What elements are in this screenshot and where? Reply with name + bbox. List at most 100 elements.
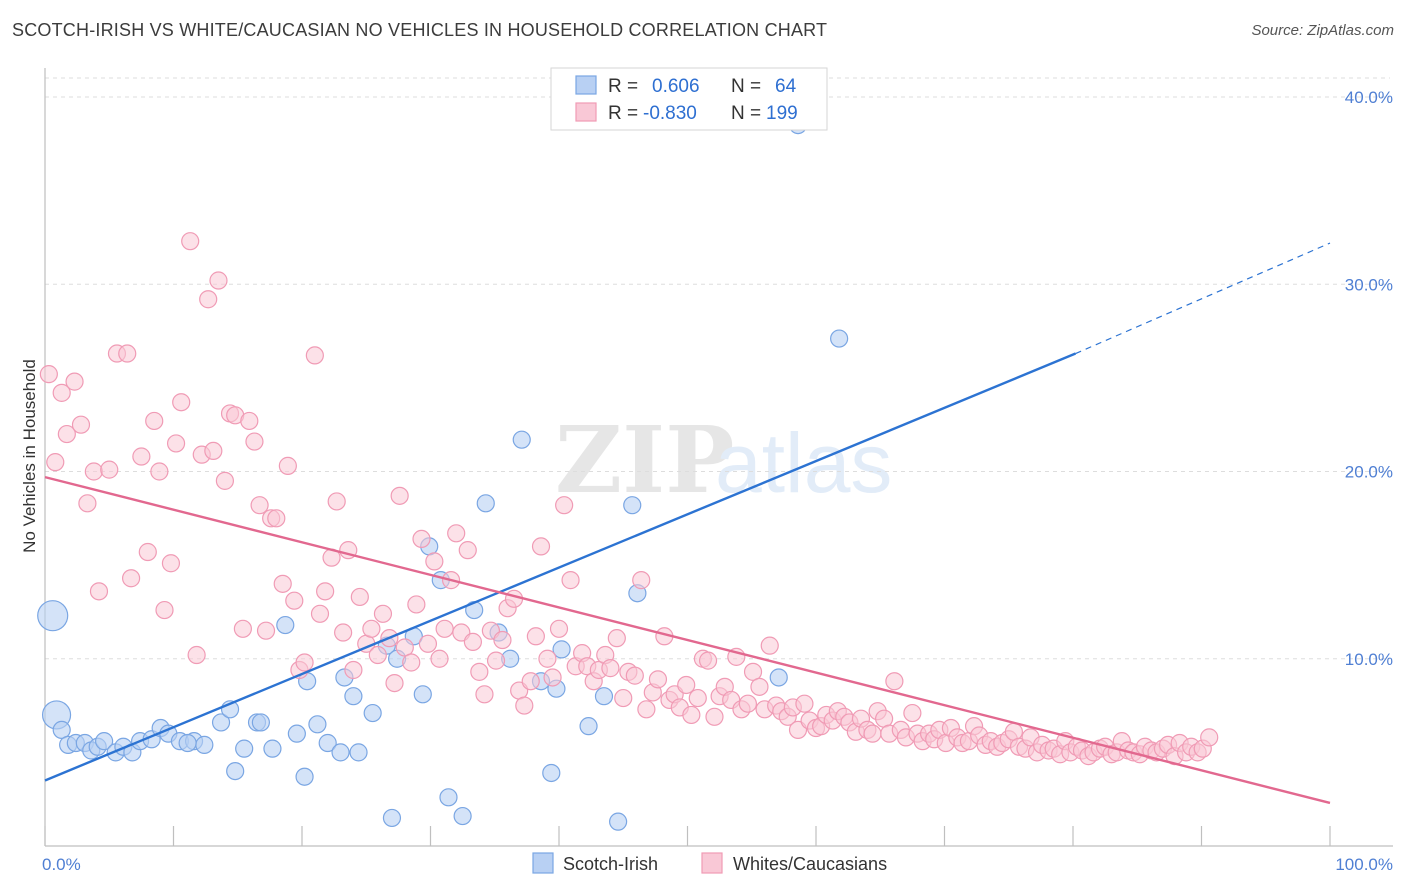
white-caucasian-point bbox=[430, 649, 449, 668]
correlation-legend: R = 0.606 N = 64 R = -0.830 N = 199 bbox=[550, 67, 828, 131]
scotch-irish-point bbox=[542, 763, 561, 783]
white-caucasian-point bbox=[344, 660, 363, 680]
scotch-irish-points bbox=[37, 115, 849, 831]
white-caucasian-points bbox=[39, 232, 1219, 766]
watermark: ZIP atlas bbox=[555, 406, 892, 514]
white-caucasian-point bbox=[1200, 728, 1219, 747]
white-caucasian-point bbox=[677, 675, 696, 695]
white-caucasian-point bbox=[515, 696, 534, 715]
white-caucasian-point bbox=[250, 496, 269, 515]
white-caucasian-point bbox=[538, 649, 557, 668]
white-caucasian-point bbox=[412, 529, 431, 549]
white-caucasian-point bbox=[402, 653, 421, 672]
white-caucasian-point bbox=[209, 271, 228, 290]
scotch-irish-point bbox=[623, 496, 642, 515]
white-caucasian-point bbox=[310, 604, 330, 623]
white-caucasian-point bbox=[385, 673, 404, 693]
white-caucasian-point bbox=[150, 462, 169, 481]
white-caucasian-point bbox=[373, 604, 393, 623]
white-caucasian-point bbox=[885, 672, 904, 691]
legend-r-label-2: R = bbox=[608, 103, 638, 124]
scotch-irish-point bbox=[349, 743, 368, 762]
white-caucasian-point bbox=[614, 688, 633, 708]
scotch-irish-point bbox=[476, 494, 495, 513]
white-caucasian-point bbox=[435, 619, 454, 638]
scotch-irish-point bbox=[226, 761, 245, 781]
white-caucasian-point bbox=[750, 677, 769, 696]
white-caucasian-point bbox=[362, 619, 381, 638]
watermark-zip: ZIP bbox=[555, 406, 734, 514]
white-caucasian-point bbox=[632, 571, 651, 590]
white-caucasian-point bbox=[903, 703, 922, 723]
white-caucasian-point bbox=[118, 344, 137, 363]
grid-lines bbox=[45, 77, 1390, 660]
scotch-irish-point bbox=[37, 600, 69, 632]
white-caucasian-point bbox=[138, 542, 157, 562]
white-caucasian-trend-line bbox=[44, 475, 1331, 805]
white-caucasian-point bbox=[305, 346, 324, 365]
y-tick-label: 10.0% bbox=[1345, 650, 1393, 669]
white-caucasian-point bbox=[648, 670, 668, 689]
white-caucasian-point bbox=[350, 587, 369, 607]
scotch-irish-point bbox=[211, 713, 231, 732]
white-caucasian-point bbox=[637, 700, 656, 719]
white-caucasian-point bbox=[368, 645, 387, 665]
bottom-legend-label-white: Whites/Caucasians bbox=[733, 854, 887, 874]
scotch-irish-trend-line bbox=[44, 352, 1077, 782]
legend-box bbox=[550, 67, 828, 131]
white-caucasian-point bbox=[187, 645, 206, 665]
scotch-irish-point bbox=[609, 812, 628, 831]
scotch-irish-point bbox=[295, 767, 314, 786]
white-caucasian-point bbox=[278, 456, 297, 475]
scotch-irish-point bbox=[552, 640, 571, 659]
white-caucasian-point bbox=[705, 707, 724, 726]
bottom-legend-swatch-scotch bbox=[532, 852, 554, 874]
white-caucasian-point bbox=[738, 694, 757, 713]
white-caucasian-point bbox=[89, 582, 109, 601]
y-axis-title: No Vehicles in Household bbox=[20, 359, 39, 553]
white-caucasian-point bbox=[795, 694, 814, 713]
white-caucasian-point bbox=[458, 541, 477, 560]
white-caucasian-point bbox=[161, 554, 181, 573]
scotch-irish-point bbox=[52, 720, 71, 740]
white-caucasian-point bbox=[52, 383, 71, 402]
white-caucasian-point bbox=[601, 659, 620, 678]
scotch-irish-point bbox=[318, 733, 337, 753]
scotch-irish-point bbox=[178, 733, 197, 753]
white-caucasian-point bbox=[549, 619, 569, 638]
legend-r-value-2: -0.830 bbox=[643, 103, 697, 124]
white-caucasian-point bbox=[543, 668, 562, 687]
chart-title: SCOTCH-IRISH VS WHITE/CAUCASIAN NO VEHIC… bbox=[12, 20, 828, 40]
white-caucasian-point bbox=[682, 705, 701, 725]
white-caucasian-point bbox=[204, 441, 223, 461]
x-tick-label-max: 100.0% bbox=[1335, 855, 1393, 874]
white-caucasian-point bbox=[475, 685, 494, 704]
scotch-irish-point bbox=[413, 685, 432, 704]
y-tick-label: 20.0% bbox=[1345, 463, 1393, 482]
white-caucasian-point bbox=[390, 486, 409, 505]
scotch-irish-point bbox=[331, 743, 350, 762]
white-caucasian-point bbox=[245, 432, 264, 451]
series-legend: Scotch-Irish Whites/Caucasians bbox=[532, 852, 887, 874]
scotch-irish-point bbox=[195, 735, 214, 754]
scotch-irish-point bbox=[251, 713, 270, 732]
watermark-atlas: atlas bbox=[715, 416, 892, 510]
scotch-irish-point bbox=[95, 732, 114, 751]
legend-n-value-2: 199 bbox=[766, 103, 798, 124]
white-caucasian-point bbox=[743, 662, 763, 681]
scotch-irish-point bbox=[276, 615, 295, 635]
white-caucasian-point bbox=[273, 574, 292, 593]
white-caucasian-point bbox=[132, 447, 151, 466]
white-caucasian-point bbox=[504, 589, 524, 608]
white-caucasian-point bbox=[57, 424, 76, 444]
white-caucasian-point bbox=[526, 627, 545, 646]
white-caucasian-point bbox=[418, 634, 438, 653]
white-caucasian-point bbox=[233, 619, 252, 638]
bottom-legend-swatch-white bbox=[701, 852, 723, 874]
chart-source: Source: ZipAtlas.com bbox=[1251, 22, 1394, 39]
scotch-irish-point bbox=[594, 687, 614, 706]
white-caucasian-point bbox=[561, 571, 580, 590]
white-caucasian-point bbox=[181, 232, 200, 251]
white-caucasian-point bbox=[166, 434, 186, 453]
legend-n-label-2: N = bbox=[731, 103, 761, 124]
